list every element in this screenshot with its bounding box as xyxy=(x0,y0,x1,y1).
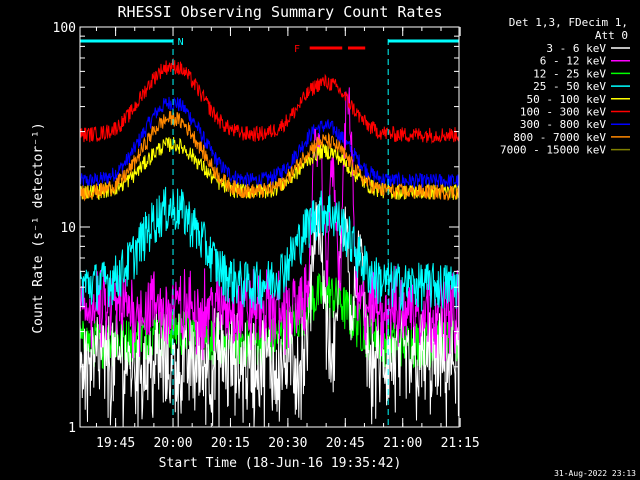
x-tick-label: 21:00 xyxy=(383,436,422,451)
y-axis-label: Count Rate (s⁻¹ detector⁻¹) xyxy=(31,122,46,333)
night-label: N xyxy=(178,37,184,48)
x-tick-label: 20:15 xyxy=(211,436,250,451)
series-group xyxy=(79,57,459,428)
legend-header-line: Det 1,3, FDecim 1, xyxy=(509,16,628,29)
legend-entry-label: 3 - 6 keV xyxy=(546,42,606,55)
x-tick-label: 21:15 xyxy=(441,436,480,451)
series-line-800-7000keV xyxy=(79,111,459,202)
legend-entry-label: 300 - 800 keV xyxy=(520,118,606,131)
y-axis: 1 10 100 xyxy=(53,21,459,436)
plot-timestamp: 31-Aug-2022 23:13 xyxy=(554,469,636,478)
y-tick-label: 1 xyxy=(68,421,76,436)
series-line-300-800keV xyxy=(79,96,459,189)
x-tick-label: 20:30 xyxy=(268,436,307,451)
x-tick-label: 20:45 xyxy=(326,436,365,451)
series-line-3-6keV xyxy=(79,200,459,428)
legend-entry-label: 100 - 300 keV xyxy=(520,106,606,119)
legend-entry-label: 12 - 25 keV xyxy=(533,67,606,80)
x-axis-label: Start Time (18-Jun-16 19:35:42) xyxy=(159,456,402,471)
x-axis: 19:45 20:00 20:15 20:30 20:45 21:00 21:15 xyxy=(95,27,480,451)
flare-label: F xyxy=(294,44,300,55)
legend-entry-label: 800 - 7000 keV xyxy=(513,131,606,144)
chart-title: RHESSI Observing Summary Count Rates xyxy=(117,3,442,21)
legend-entry-label: 6 - 12 keV xyxy=(540,55,607,68)
legend-entry-label: 25 - 50 keV xyxy=(533,80,606,93)
legend-entry-label: 50 - 100 keV xyxy=(527,93,607,106)
y-tick-label: 100 xyxy=(53,21,76,36)
legend-header-line: Att 0 xyxy=(595,29,628,42)
series-line-100-300keV xyxy=(79,57,459,145)
x-tick-label: 20:00 xyxy=(153,436,192,451)
y-tick-label: 10 xyxy=(60,221,76,236)
series-line-25-50keV xyxy=(79,186,459,312)
legend-entry-label: 7000 - 15000 keV xyxy=(500,144,606,157)
x-tick-label: 19:45 xyxy=(96,436,135,451)
series-line-6-12keV xyxy=(79,87,459,362)
